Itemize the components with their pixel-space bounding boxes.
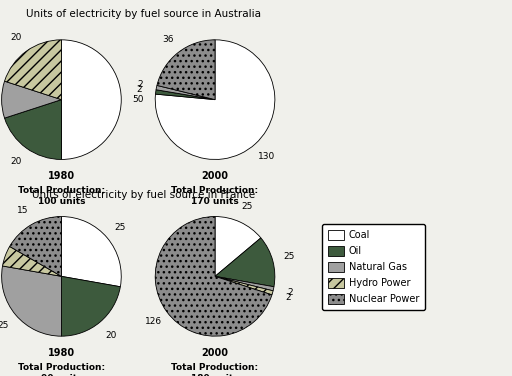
Wedge shape xyxy=(2,266,61,336)
Wedge shape xyxy=(215,217,261,276)
Wedge shape xyxy=(215,276,274,291)
Wedge shape xyxy=(157,40,215,100)
Text: 20: 20 xyxy=(105,331,116,340)
Wedge shape xyxy=(215,276,273,295)
Text: Total Production:: Total Production: xyxy=(172,363,259,372)
Wedge shape xyxy=(5,100,61,159)
Wedge shape xyxy=(156,90,215,100)
Text: 2000: 2000 xyxy=(202,348,228,358)
Wedge shape xyxy=(61,276,120,336)
Wedge shape xyxy=(10,217,61,276)
Text: 2: 2 xyxy=(287,288,293,297)
Text: 126: 126 xyxy=(144,317,162,326)
Text: 25: 25 xyxy=(114,223,126,232)
Text: 36: 36 xyxy=(162,35,174,44)
Text: 20: 20 xyxy=(11,33,22,42)
Wedge shape xyxy=(5,40,61,100)
Text: 100 units: 100 units xyxy=(38,197,85,206)
Wedge shape xyxy=(3,246,61,276)
Wedge shape xyxy=(61,40,121,159)
Text: 90 units: 90 units xyxy=(40,374,82,376)
Text: 25: 25 xyxy=(0,321,9,330)
Text: 1980: 1980 xyxy=(48,171,75,181)
Text: Total Production:: Total Production: xyxy=(18,186,105,195)
Wedge shape xyxy=(61,217,121,287)
Text: 20: 20 xyxy=(11,157,22,166)
Text: Total Production:: Total Production: xyxy=(172,186,259,195)
Wedge shape xyxy=(156,85,215,100)
Text: 50: 50 xyxy=(132,95,144,104)
Text: 15: 15 xyxy=(17,206,29,215)
Text: 25: 25 xyxy=(242,202,253,211)
Wedge shape xyxy=(155,40,275,159)
Text: Units of electricity by fuel source in France: Units of electricity by fuel source in F… xyxy=(32,190,255,200)
Text: 2: 2 xyxy=(136,85,142,94)
Text: 1980: 1980 xyxy=(48,348,75,358)
Text: 130: 130 xyxy=(258,152,275,161)
Text: 25: 25 xyxy=(283,252,295,261)
Text: 170 units: 170 units xyxy=(191,197,239,206)
Wedge shape xyxy=(2,81,61,118)
Text: Total Production:: Total Production: xyxy=(18,363,105,372)
Wedge shape xyxy=(215,238,275,287)
Text: 2000: 2000 xyxy=(202,171,228,181)
Text: 2: 2 xyxy=(137,80,143,89)
Text: 180 units: 180 units xyxy=(191,374,239,376)
Text: Units of electricity by fuel source in Australia: Units of electricity by fuel source in A… xyxy=(26,9,261,20)
Text: 2: 2 xyxy=(286,293,291,302)
Wedge shape xyxy=(155,217,272,336)
Legend: Coal, Oil, Natural Gas, Hydro Power, Nuclear Power: Coal, Oil, Natural Gas, Hydro Power, Nuc… xyxy=(322,224,425,310)
